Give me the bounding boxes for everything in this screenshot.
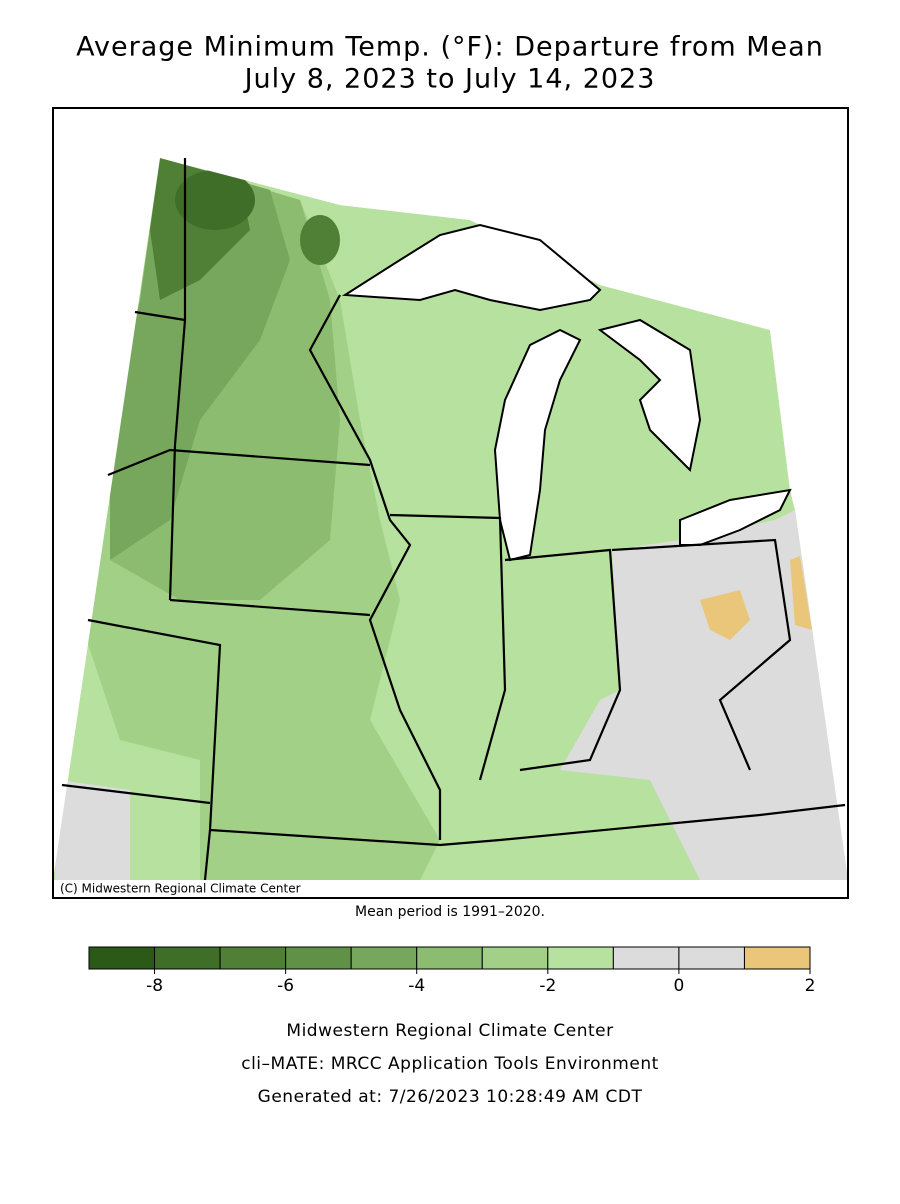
legend-tick-label: 2 <box>805 976 816 996</box>
lake-huron <box>597 318 702 473</box>
legend-swatch <box>88 946 156 970</box>
legend-swatch <box>547 946 614 970</box>
state-line <box>168 158 187 601</box>
state-line <box>169 598 371 617</box>
region-fill <box>560 510 848 880</box>
copyright-box <box>55 880 337 897</box>
legend-tick-label: -6 <box>277 976 294 996</box>
region-fill <box>300 215 340 265</box>
state-line <box>308 294 442 840</box>
state-line <box>61 783 211 805</box>
legend-swatch <box>154 946 221 970</box>
region-fill <box>790 556 812 630</box>
state-line <box>611 538 792 771</box>
legend-swatch <box>678 946 745 970</box>
legend-swatch <box>219 946 287 970</box>
footer-line: Generated at: 7/26/2023 10:28:49 AM CDT <box>258 1087 643 1107</box>
legend-swatch <box>416 946 483 970</box>
region-fill <box>55 780 130 880</box>
legend-tick-label: 0 <box>673 976 684 996</box>
legend-swatch <box>743 946 811 970</box>
legend-tick-label: -8 <box>146 976 163 996</box>
footer-line: cli–MATE: MRCC Application Tools Environ… <box>241 1054 659 1074</box>
title-line: Average Minimum Temp. (°F): Departure fr… <box>76 32 824 63</box>
legend-tick-label: -2 <box>539 976 556 996</box>
title-line: July 8, 2023 to July 14, 2023 <box>243 64 656 95</box>
legend-swatch <box>612 946 680 970</box>
legend-tick-label: -4 <box>408 976 425 996</box>
state-line <box>389 513 507 781</box>
map-frame <box>52 107 849 899</box>
outside <box>53 108 848 880</box>
map: (C) Midwestern Regional Climate Center <box>52 107 849 899</box>
lake-superior <box>341 223 602 312</box>
state-line <box>209 803 846 847</box>
lake-michigan <box>493 328 582 562</box>
region-fill <box>175 170 255 230</box>
legend-swatch <box>285 946 352 970</box>
color-legend: -8 -6 -4 -2 0 2 <box>88 946 816 996</box>
footer-line: Midwestern Regional Climate Center <box>286 1021 613 1041</box>
state-line <box>134 310 186 322</box>
legend-swatch <box>350 946 418 970</box>
copyright: (C) Midwestern Regional Climate Center <box>60 882 301 896</box>
state-line <box>107 448 371 477</box>
mean-period-note: Mean period is 1991–2020. <box>355 904 545 920</box>
legend-swatch <box>481 946 549 970</box>
region-fill <box>700 590 750 640</box>
state-line <box>87 618 222 881</box>
state-line <box>504 548 622 772</box>
